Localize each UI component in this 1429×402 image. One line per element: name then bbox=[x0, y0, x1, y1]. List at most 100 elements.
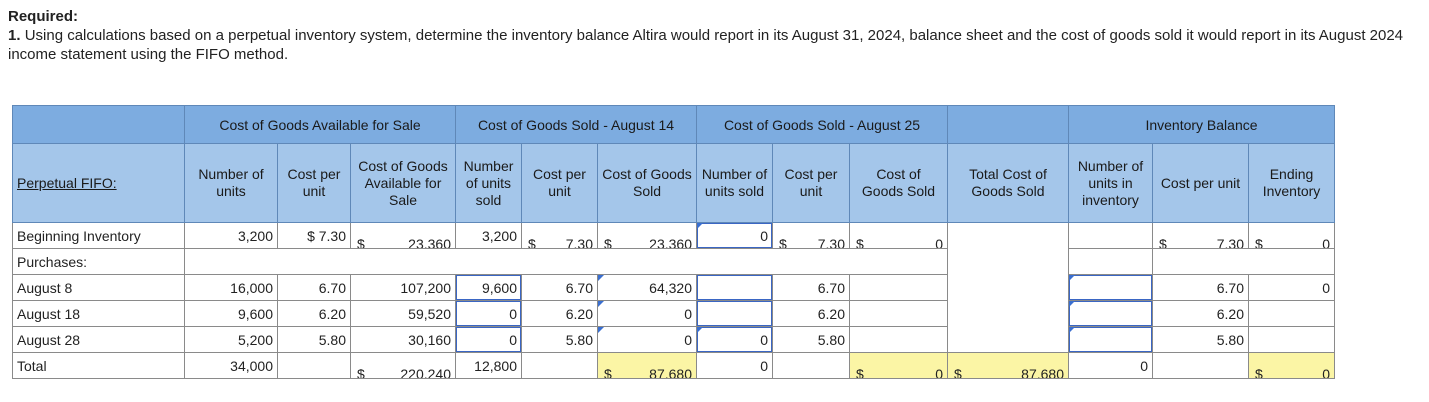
input-marker-icon bbox=[1069, 275, 1075, 281]
cell-avail-cost: 6.70 bbox=[277, 274, 351, 301]
col-a14-cogs: Cost of Goods Sold bbox=[597, 143, 697, 223]
column-header-row: Perpetual FIFO: Number of units Cost per… bbox=[12, 143, 1335, 223]
cell-a25-units: 0 bbox=[696, 352, 773, 379]
row-label: August 8 bbox=[12, 274, 185, 301]
cell-a25-cost: 6.70 bbox=[772, 274, 850, 301]
input-a25-units-aug8[interactable] bbox=[696, 274, 773, 301]
input-a25-units-aug28[interactable]: 0 bbox=[696, 326, 773, 353]
input-marker-icon bbox=[697, 327, 703, 333]
cell-avail-total: 107,200 bbox=[350, 274, 456, 301]
col-inv-cost: Cost per unit bbox=[1152, 143, 1249, 223]
input-a25-units-aug18[interactable] bbox=[696, 300, 773, 327]
currency-sign: $ bbox=[604, 235, 612, 249]
cell-a14-units: 12,800 bbox=[455, 352, 522, 379]
cell-a25-cogs bbox=[849, 326, 948, 353]
col-a25-units: Number of units sold bbox=[696, 143, 773, 223]
cell-inv-cost: 6.70 bbox=[1152, 274, 1249, 301]
currency-sign: $ bbox=[1255, 365, 1263, 379]
col-total-cogs: Total Cost of Goods Sold bbox=[947, 143, 1069, 223]
row-label: Total bbox=[12, 352, 185, 379]
cell-value: 0 bbox=[684, 331, 692, 348]
input-inv-units-aug28[interactable] bbox=[1068, 326, 1153, 353]
cell-value: 87,680 bbox=[649, 365, 692, 379]
requirement-body: Using calculations based on a perpetual … bbox=[8, 27, 1404, 63]
input-a14-units-aug28[interactable]: 0 bbox=[455, 326, 522, 353]
currency-sign: $ bbox=[604, 365, 612, 379]
input-inv-units-beginning[interactable] bbox=[1068, 222, 1153, 249]
cell-value: 0 bbox=[1322, 365, 1330, 379]
cell-avail-units: 3,200 bbox=[184, 222, 278, 249]
cell-avail-cost: 5.80 bbox=[277, 326, 351, 353]
cell-inv-units-total: 0 bbox=[1068, 352, 1153, 379]
table-row-aug28: August 28 5,200 5.80 30,160 0 5.80 0 0 5… bbox=[12, 326, 1335, 353]
requirement-number: 1. bbox=[8, 27, 21, 44]
col-avail-total: Cost of Goods Available for Sale bbox=[350, 143, 456, 223]
cell-total-cogs-blank bbox=[947, 248, 1069, 275]
group-header-available: Cost of Goods Available for Sale bbox=[184, 105, 456, 144]
cell-avail-total: 59,520 bbox=[350, 300, 456, 327]
table-title: Perpetual FIFO: bbox=[12, 143, 185, 223]
cell-value: 0 bbox=[935, 365, 943, 379]
currency-sign: $ bbox=[779, 235, 787, 249]
input-a14-units-aug18[interactable]: 0 bbox=[455, 300, 522, 327]
cell-a14-cogs-total: $87,680 bbox=[597, 352, 697, 379]
input-marker-icon bbox=[1069, 327, 1075, 333]
input-inv-units-aug8[interactable] bbox=[1068, 274, 1153, 301]
table-row-total: Total 34,000 $220,240 12,800 $87,680 0 $… bbox=[12, 352, 1335, 379]
input-marker-icon bbox=[598, 327, 604, 333]
currency-sign: $ bbox=[856, 235, 864, 249]
input-a14-units-aug8[interactable]: 9,600 bbox=[455, 274, 522, 301]
cell-a14-cost: 5.80 bbox=[521, 326, 598, 353]
cell-a25-cogs bbox=[849, 300, 948, 327]
cell-a25-cogs bbox=[849, 274, 948, 301]
cell-value: 0 bbox=[1322, 235, 1330, 249]
table-row-aug18: August 18 9,600 6.20 59,520 0 6.20 0 6.2… bbox=[12, 300, 1335, 327]
group-header-row: Cost of Goods Available for Sale Cost of… bbox=[12, 105, 1335, 144]
group-header-cogs-aug14: Cost of Goods Sold - August 14 bbox=[455, 105, 697, 144]
cell-inv-units-blank bbox=[1068, 248, 1153, 275]
currency-sign: $ bbox=[357, 235, 365, 249]
col-avail-units: Number of units bbox=[184, 143, 278, 223]
cell-a25-cogs-total: $0 bbox=[849, 352, 948, 379]
currency-sign: $ bbox=[528, 235, 536, 249]
cell-value: 0 bbox=[684, 305, 692, 322]
cell-value: 0 bbox=[760, 227, 768, 244]
cell-inv-end bbox=[1248, 326, 1335, 353]
cell-avail-units: 9,600 bbox=[184, 300, 278, 327]
cell-a14-cost-blank bbox=[521, 352, 598, 379]
cell-a14-cost: 6.20 bbox=[521, 300, 598, 327]
cell-value: 0 bbox=[935, 235, 943, 249]
col-avail-cost: Cost per unit bbox=[277, 143, 351, 223]
col-a25-cogs: Cost of Goods Sold bbox=[849, 143, 948, 223]
blank-corner bbox=[12, 105, 185, 144]
group-header-blank bbox=[947, 105, 1069, 144]
cell-value: 7.30 bbox=[817, 235, 845, 249]
input-inv-units-aug18[interactable] bbox=[1068, 300, 1153, 327]
cell-a14-cost: $7.30 bbox=[521, 222, 598, 249]
cell-value: 0 bbox=[760, 331, 768, 348]
col-a14-cost: Cost per unit bbox=[521, 143, 598, 223]
cell-inv-end-total: $0 bbox=[1248, 352, 1335, 379]
required-heading: Required: bbox=[8, 8, 79, 25]
input-marker-icon bbox=[1069, 301, 1075, 307]
input-a25-units-beginning[interactable]: 0 bbox=[696, 222, 773, 249]
cell-inv-cost: $7.30 bbox=[1152, 222, 1249, 249]
purchases-blank bbox=[184, 248, 948, 275]
cell-total-cogs: $87,680 bbox=[947, 352, 1069, 379]
requirement-text: Required: 1. Using calculations based on… bbox=[8, 7, 1408, 64]
input-marker-icon bbox=[598, 301, 604, 307]
cell-total-cogs-blank bbox=[947, 300, 1069, 327]
cell-value: 64,320 bbox=[649, 279, 692, 296]
cell-inv-end: $0 bbox=[1248, 222, 1335, 249]
cell-avail-total: $23,360 bbox=[350, 222, 456, 249]
col-a14-units: Number of units sold bbox=[455, 143, 522, 223]
purchases-inv-blank bbox=[1152, 248, 1335, 275]
row-label: Beginning Inventory bbox=[12, 222, 185, 249]
cell-a25-cost: 6.20 bbox=[772, 300, 850, 327]
cell-avail-cost: 6.20 bbox=[277, 300, 351, 327]
input-marker-icon bbox=[697, 223, 703, 229]
table-row-aug8: August 8 16,000 6.70 107,200 9,600 6.70 … bbox=[12, 274, 1335, 301]
cell-value: 7.30 bbox=[1216, 235, 1244, 249]
cell-avail-units: 5,200 bbox=[184, 326, 278, 353]
cell-inv-cost-blank bbox=[1152, 352, 1249, 379]
